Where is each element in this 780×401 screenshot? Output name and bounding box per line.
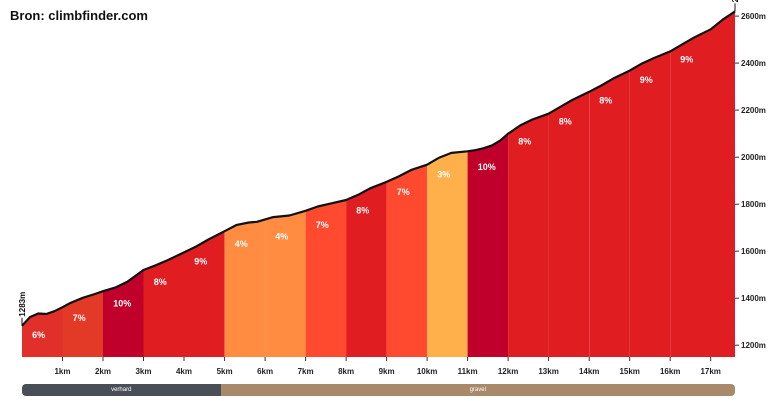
x-tick-label-3: 3km [135, 367, 151, 376]
gradient-label-5: 9% [194, 257, 207, 267]
gradient-label-3: 10% [113, 299, 131, 309]
gradient-segment-4 [143, 11, 184, 357]
gradient-label-1: 6% [32, 330, 45, 340]
gradient-label-7: 4% [275, 232, 288, 242]
gradient-segment-6 [224, 11, 266, 357]
gradient-label-15: 8% [599, 96, 612, 106]
gradient-labels: 6% 7% 10% 8% 9% 4% 4% 7% 8% 7% 3% 10% 8% 8% 8% 9% 9% [32, 54, 693, 340]
y-axis: 1200m 1400m 1600m 1800m 2000m 2200m 2400m 2600m [735, 12, 766, 350]
surface-verhard: verhard [22, 384, 221, 396]
x-tick-label-16: 16km [660, 367, 680, 376]
gradient-segment-7 [265, 11, 306, 357]
elevation-end-labels: 1283m 2544m [18, 0, 740, 326]
x-tick-label-2: 2km [95, 367, 111, 376]
surface-gravel: gravel [220, 384, 735, 396]
gradient-segment-16 [629, 11, 671, 357]
gradient-label-12: 10% [478, 162, 496, 172]
x-tick-label-9: 9km [379, 367, 395, 376]
x-tick-label-14: 14km [579, 367, 599, 376]
gradient-label-2: 7% [73, 313, 86, 323]
x-tick-label-6: 6km [257, 367, 273, 376]
gradient-label-9: 8% [356, 205, 369, 215]
gradient-segment-14 [548, 11, 590, 357]
y-tick-label-1600: 1600m [741, 247, 766, 256]
x-tick-label-13: 13km [538, 367, 558, 376]
y-tick-label-1200: 1200m [741, 341, 766, 350]
gradient-segment-5 [184, 11, 225, 357]
x-tick-label-5: 5km [217, 367, 233, 376]
x-axis: 1km 2km 3km 4km 5km 6km 7km 8km 9km 10km 11km 12km 1… [54, 357, 721, 376]
gradient-label-16: 9% [640, 75, 653, 85]
gradient-label-17: 9% [680, 54, 693, 64]
gradient-label-6: 4% [235, 239, 248, 249]
y-tick-label-2400: 2400m [741, 59, 766, 68]
gradient-label-10: 7% [397, 187, 410, 197]
x-tick-label-7: 7km [298, 367, 314, 376]
gradient-label-14: 8% [559, 117, 572, 127]
gradient-label-13: 8% [518, 137, 531, 147]
y-tick-label-2200: 2200m [741, 106, 766, 115]
end-elevation-label: 2544m [731, 0, 740, 2]
y-tick-label-2000: 2000m [741, 153, 766, 162]
gradient-segment-9 [346, 11, 387, 357]
gradient-segment-12 [467, 11, 509, 357]
gradient-segment-8 [305, 11, 347, 357]
gradient-label-11: 3% [437, 170, 450, 180]
profile-line [21, 10, 736, 327]
x-tick-label-1: 1km [54, 367, 70, 376]
x-tick-label-12: 12km [498, 367, 518, 376]
gradient-label-4: 8% [154, 277, 167, 287]
y-tick-label-1800: 1800m [741, 200, 766, 209]
x-tick-label-10: 10km [417, 367, 437, 376]
x-tick-label-8: 8km [338, 367, 354, 376]
x-tick-label-11: 11km [458, 367, 478, 376]
source-label: Bron: climbfinder.com [10, 8, 148, 23]
x-tick-label-4: 4km [176, 367, 192, 376]
gradient-label-8: 7% [316, 220, 329, 230]
y-tick-label-2600: 2600m [741, 12, 766, 21]
x-tick-label-17: 17km [700, 367, 720, 376]
x-tick-label-15: 15km [619, 367, 639, 376]
start-elevation-label: 1283m [18, 292, 27, 317]
y-tick-label-1400: 1400m [741, 294, 766, 303]
gradient-segment-15 [589, 11, 630, 357]
gradient-segment-17 [670, 11, 735, 357]
gradient-segment-13 [508, 11, 549, 357]
